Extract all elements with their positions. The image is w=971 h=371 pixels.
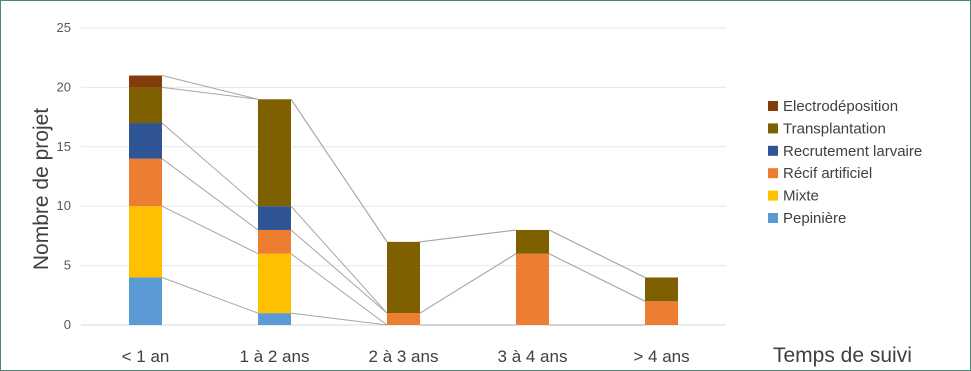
bars — [129, 75, 678, 325]
series-line — [290, 312, 388, 326]
x-tick-label: < 1 an — [122, 347, 170, 366]
y-tick-label: 15 — [57, 139, 71, 154]
legend-label: Transplantation — [783, 120, 886, 137]
bar-segment — [258, 229, 291, 254]
y-tick-label: 25 — [57, 20, 71, 35]
series-line — [419, 253, 517, 314]
legend-label: Pepinière — [783, 210, 846, 227]
bar-segment — [387, 313, 420, 325]
legend-label: Electrodéposition — [783, 98, 898, 115]
series-line — [290, 253, 388, 326]
y-axis-ticks: 0 5 10 15 20 25 — [57, 20, 71, 332]
x-tick-label: 3 à 4 ans — [498, 347, 568, 366]
x-axis-ticks: < 1 an 1 à 2 ans 2 à 3 ans 3 à 4 ans > 4 ans — [122, 347, 690, 366]
series-lines — [161, 75, 646, 326]
series-line — [161, 158, 259, 231]
legend-swatch — [768, 145, 778, 156]
series-line — [548, 253, 646, 302]
series-line — [419, 229, 517, 243]
legend-swatch — [768, 101, 778, 111]
series-line — [161, 122, 259, 207]
bar-segment — [516, 229, 549, 254]
bar-segment — [516, 253, 549, 325]
bar-segment — [258, 313, 291, 325]
bar-segment — [129, 75, 162, 88]
y-tick-label: 10 — [57, 198, 71, 213]
series-line — [161, 205, 259, 255]
bar-segment — [645, 277, 678, 302]
series-line — [290, 229, 388, 314]
series-line — [161, 86, 259, 100]
x-tick-label: 1 à 2 ans — [240, 347, 310, 366]
series-line — [161, 277, 259, 314]
series-line — [161, 75, 259, 100]
bar-segment — [645, 301, 678, 325]
legend-label: Mixte — [783, 188, 819, 205]
series-line — [290, 99, 388, 243]
legend: Electrodéposition Transplantation Recrutem… — [768, 98, 922, 227]
legend-swatch — [768, 123, 778, 134]
x-tick-label: 2 à 3 ans — [369, 347, 439, 366]
bar-segment — [129, 206, 162, 278]
bar-segment — [258, 253, 291, 314]
y-axis-title: Nombre de projet — [30, 108, 53, 270]
bar-segment — [129, 277, 162, 325]
bar-segment — [387, 241, 420, 314]
y-tick-label: 0 — [64, 317, 71, 332]
bar-segment — [129, 123, 162, 159]
legend-label: Récif artificiel — [783, 165, 872, 182]
bar-segment — [258, 99, 291, 207]
bar-segment — [258, 206, 291, 230]
x-axis-title: Temps de suivi — [773, 344, 912, 367]
legend-swatch — [768, 190, 778, 201]
legend-swatch — [768, 168, 778, 179]
legend-swatch — [768, 213, 778, 223]
y-tick-label: 20 — [57, 79, 71, 94]
x-tick-label: > 4 ans — [633, 347, 689, 366]
series-line — [290, 205, 388, 314]
series-line — [548, 229, 646, 278]
bar-segment — [129, 158, 162, 207]
y-tick-label: 5 — [64, 258, 71, 273]
legend-label: Recrutement larvaire — [783, 143, 922, 160]
bar-segment — [129, 87, 162, 124]
